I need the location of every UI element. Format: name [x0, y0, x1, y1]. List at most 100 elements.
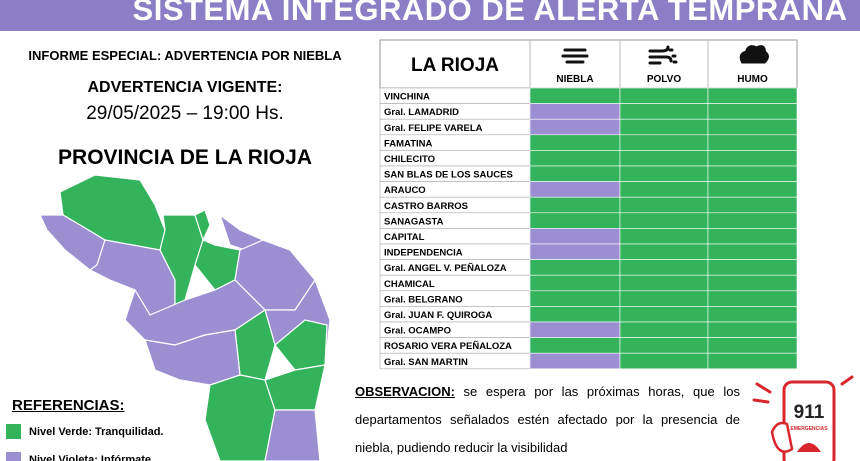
status-cell: [619, 243, 709, 260]
status-cell: [529, 274, 621, 292]
status-cell: [529, 165, 621, 182]
status-cell: [529, 87, 621, 104]
status-cell: [619, 165, 709, 182]
status-cell: [707, 352, 798, 370]
reference-item: Nivel Violeta: Infórmate.: [6, 452, 154, 461]
status-cell: [707, 274, 798, 292]
row-name: Gral. ANGEL V. PEÑALOZA: [384, 263, 507, 274]
datetime: 29/05/2025 – 19:00 Hs.: [86, 103, 284, 124]
status-cell: [707, 228, 798, 245]
header-title: SISTEMA INTEGRADO DE ALERTA TEMPRANA: [132, 0, 848, 27]
status-cell: [619, 103, 709, 120]
status-cell: [619, 118, 709, 136]
status-cell: [529, 337, 621, 354]
status-cell: [619, 196, 709, 214]
row-name: Gral. LAMADRID: [384, 107, 459, 118]
references-title: REFERENCIAS:: [12, 397, 125, 414]
status-cell: [619, 134, 709, 151]
status-cell: [707, 181, 798, 198]
header-band: SISTEMA INTEGRADO DE ALERTA TEMPRANA: [0, 0, 860, 31]
badge-caption: EMERGENCIAS: [790, 426, 828, 432]
column-header: POLVO: [647, 74, 681, 85]
status-cell: [619, 228, 709, 245]
status-cell: [619, 181, 709, 198]
status-cell: [529, 259, 621, 276]
status-cell: [619, 337, 709, 354]
status-cell: [619, 212, 709, 229]
status-cell: [707, 259, 798, 276]
row-name: CAPITAL: [384, 232, 425, 243]
status-cell: [529, 290, 621, 307]
map: [39, 174, 331, 461]
status-cell: [707, 337, 798, 354]
status-cell: [707, 321, 798, 338]
status-cell: [619, 290, 709, 307]
row-name: VINCHINA: [384, 92, 430, 103]
region: [204, 374, 276, 461]
observation-label: OBSERVACION:: [355, 384, 455, 399]
column-icon: [648, 45, 678, 65]
row-name: ROSARIO VERA PEÑALOZA: [384, 341, 512, 352]
status-cell: [707, 306, 798, 323]
status-cell: [707, 118, 798, 136]
region: [264, 409, 321, 461]
status-cell: [707, 212, 798, 229]
status-cell: [529, 118, 621, 136]
status-cell: [707, 134, 798, 151]
column-icon: [739, 45, 769, 64]
reference-item: Nivel Verde: Tranquilidad.: [6, 424, 163, 439]
status-cell: [529, 134, 621, 151]
table-title: LA RIOJA: [411, 55, 499, 76]
status-cell: [529, 306, 621, 323]
status-cell: [619, 150, 709, 167]
status-cell: [529, 228, 621, 245]
observation-text: se espera por las próximas horas, que lo…: [355, 384, 740, 455]
status-cell: [529, 321, 621, 338]
emergency-badge: 911 EMERGENCIAS: [752, 375, 854, 461]
column-icon: [561, 48, 589, 64]
reference-label: Nivel Violeta: Infórmate.: [29, 453, 155, 461]
row-name: SANAGASTA: [384, 216, 444, 227]
column-header: HUMO: [737, 74, 768, 85]
status-cell: [619, 274, 709, 292]
row-name: Gral. FELIPE VARELA: [384, 123, 483, 134]
reference-swatch: [6, 452, 21, 461]
status-cell: [529, 150, 621, 167]
row-name: Gral. OCAMPO: [384, 326, 451, 337]
row-name: SAN BLAS DE LOS SAUCES: [384, 170, 513, 181]
row-name: ARAUCO: [384, 185, 426, 196]
status-cell: [619, 259, 709, 276]
badge-number: 911: [794, 402, 825, 423]
status-cell: [707, 196, 798, 214]
observation: OBSERVACION: se espera por las próximas …: [355, 378, 740, 461]
column-header: NIEBLA: [556, 74, 593, 85]
status-cell: [619, 321, 709, 338]
reference-label: Nivel Verde: Tranquilidad.: [29, 425, 164, 438]
region: [274, 319, 328, 371]
row-name: Gral. JUAN F. QUIROGA: [384, 310, 492, 321]
row-name: Gral. BELGRANO: [384, 294, 463, 305]
status-cell: [529, 196, 621, 214]
status-cell: [529, 212, 621, 229]
status-cell: [619, 306, 709, 323]
reference-swatch: [6, 424, 21, 439]
row-name: CHAMICAL: [384, 279, 435, 290]
row-name: INDEPENDENCIA: [384, 248, 463, 259]
status-cell: [707, 165, 798, 182]
status-cell: [707, 150, 798, 167]
status-cell: [529, 181, 621, 198]
province: PROVINCIA DE LA RIOJA: [58, 146, 312, 169]
row-name: CHILECITO: [384, 154, 435, 165]
status-cell: [619, 352, 709, 370]
status-cell: [707, 87, 798, 104]
status-table: LA RIOJA NIEBLA POLVO HUMO VINCHINA Gral. LAM…: [379, 39, 798, 370]
status-cell: [529, 352, 621, 370]
status-cell: [707, 243, 798, 260]
row-name: CASTRO BARROS: [384, 201, 468, 212]
region: [194, 209, 211, 242]
status-cell: [619, 87, 709, 104]
row-name: FAMATINA: [384, 138, 433, 149]
region: [264, 364, 326, 411]
warning-label: ADVERTENCIA VIGENTE:: [87, 79, 283, 96]
